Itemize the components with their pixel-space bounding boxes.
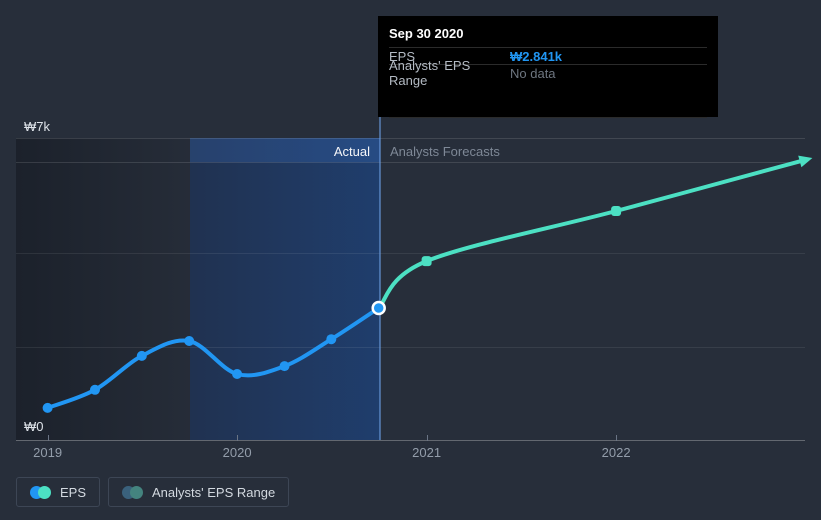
- gridline-7k: [16, 138, 805, 139]
- actual-section-label: Actual: [333, 144, 370, 159]
- actual-data-point[interactable]: [184, 336, 195, 346]
- x-tick-label-2022: 2022: [601, 445, 631, 460]
- actual-data-point[interactable]: [279, 361, 290, 372]
- tooltip-eps-row: EPS ₩2.841k: [389, 47, 707, 64]
- legend-eps-label: EPS: [60, 484, 87, 500]
- actual-data-point[interactable]: [136, 350, 147, 361]
- actual-region-shade: [16, 138, 190, 440]
- actual-data-point[interactable]: [326, 334, 337, 345]
- legend-toggle-analysts-eps-range[interactable]: Analysts' EPS Range: [108, 477, 290, 507]
- x-tick-mark: [616, 435, 618, 441]
- actual-data-point[interactable]: [232, 369, 243, 379]
- gridline-header: [16, 162, 805, 163]
- chart-legend: EPS Analysts' EPS Range: [16, 477, 290, 507]
- tooltip-range-value: No data: [510, 65, 556, 81]
- x-tick-mark: [426, 435, 428, 441]
- forecast-line: [376, 157, 808, 310]
- x-tick-mark: [47, 435, 49, 441]
- forecast-point[interactable]: [611, 206, 622, 216]
- actual-data-point[interactable]: [90, 384, 100, 395]
- forecast-end-arrow-icon: [798, 155, 813, 168]
- y-axis-max-label: ₩7k: [24, 119, 50, 134]
- legend-range-label: Analysts' EPS Range: [152, 484, 276, 500]
- tooltip-eps-value: ₩2.841k: [510, 48, 563, 64]
- gridline-mid-upper: [16, 253, 805, 254]
- x-tick-label-2019: 2019: [33, 445, 63, 460]
- legend-toggle-eps[interactable]: EPS: [16, 477, 101, 507]
- analysts-eps-range-series-icon: [122, 485, 144, 499]
- forecast-point[interactable]: [421, 256, 432, 267]
- chart-tooltip: Sep 30 2020 EPS ₩2.841k Analysts' EPS Ra…: [378, 16, 718, 118]
- highlighted-period-band-top: [190, 138, 380, 162]
- tooltip-date-title: Sep 30 2020: [389, 26, 464, 41]
- tooltip-range-label: Analysts' EPS Range: [389, 58, 471, 88]
- x-tick-mark: [237, 435, 239, 441]
- tooltip-range-row: Analysts' EPS Range No data: [389, 58, 707, 88]
- hover-crosshair-line: [379, 117, 381, 440]
- x-tick-label-2020: 2020: [222, 445, 252, 460]
- tooltip-empty-area: [389, 81, 707, 118]
- x-axis-line: [16, 440, 805, 441]
- hovered-data-point[interactable]: [371, 300, 386, 316]
- x-tick-label-2021: 2021: [412, 445, 442, 460]
- analysts-forecasts-section-label: Analysts Forecasts: [390, 144, 500, 159]
- y-axis-min-label: ₩0: [24, 419, 44, 434]
- actual-data-point[interactable]: [42, 402, 53, 413]
- highlighted-period-band: [190, 138, 380, 440]
- eps-series-icon: [30, 485, 51, 499]
- gridline-mid-lower: [16, 347, 805, 348]
- tooltip-eps-label: EPS: [389, 48, 416, 64]
